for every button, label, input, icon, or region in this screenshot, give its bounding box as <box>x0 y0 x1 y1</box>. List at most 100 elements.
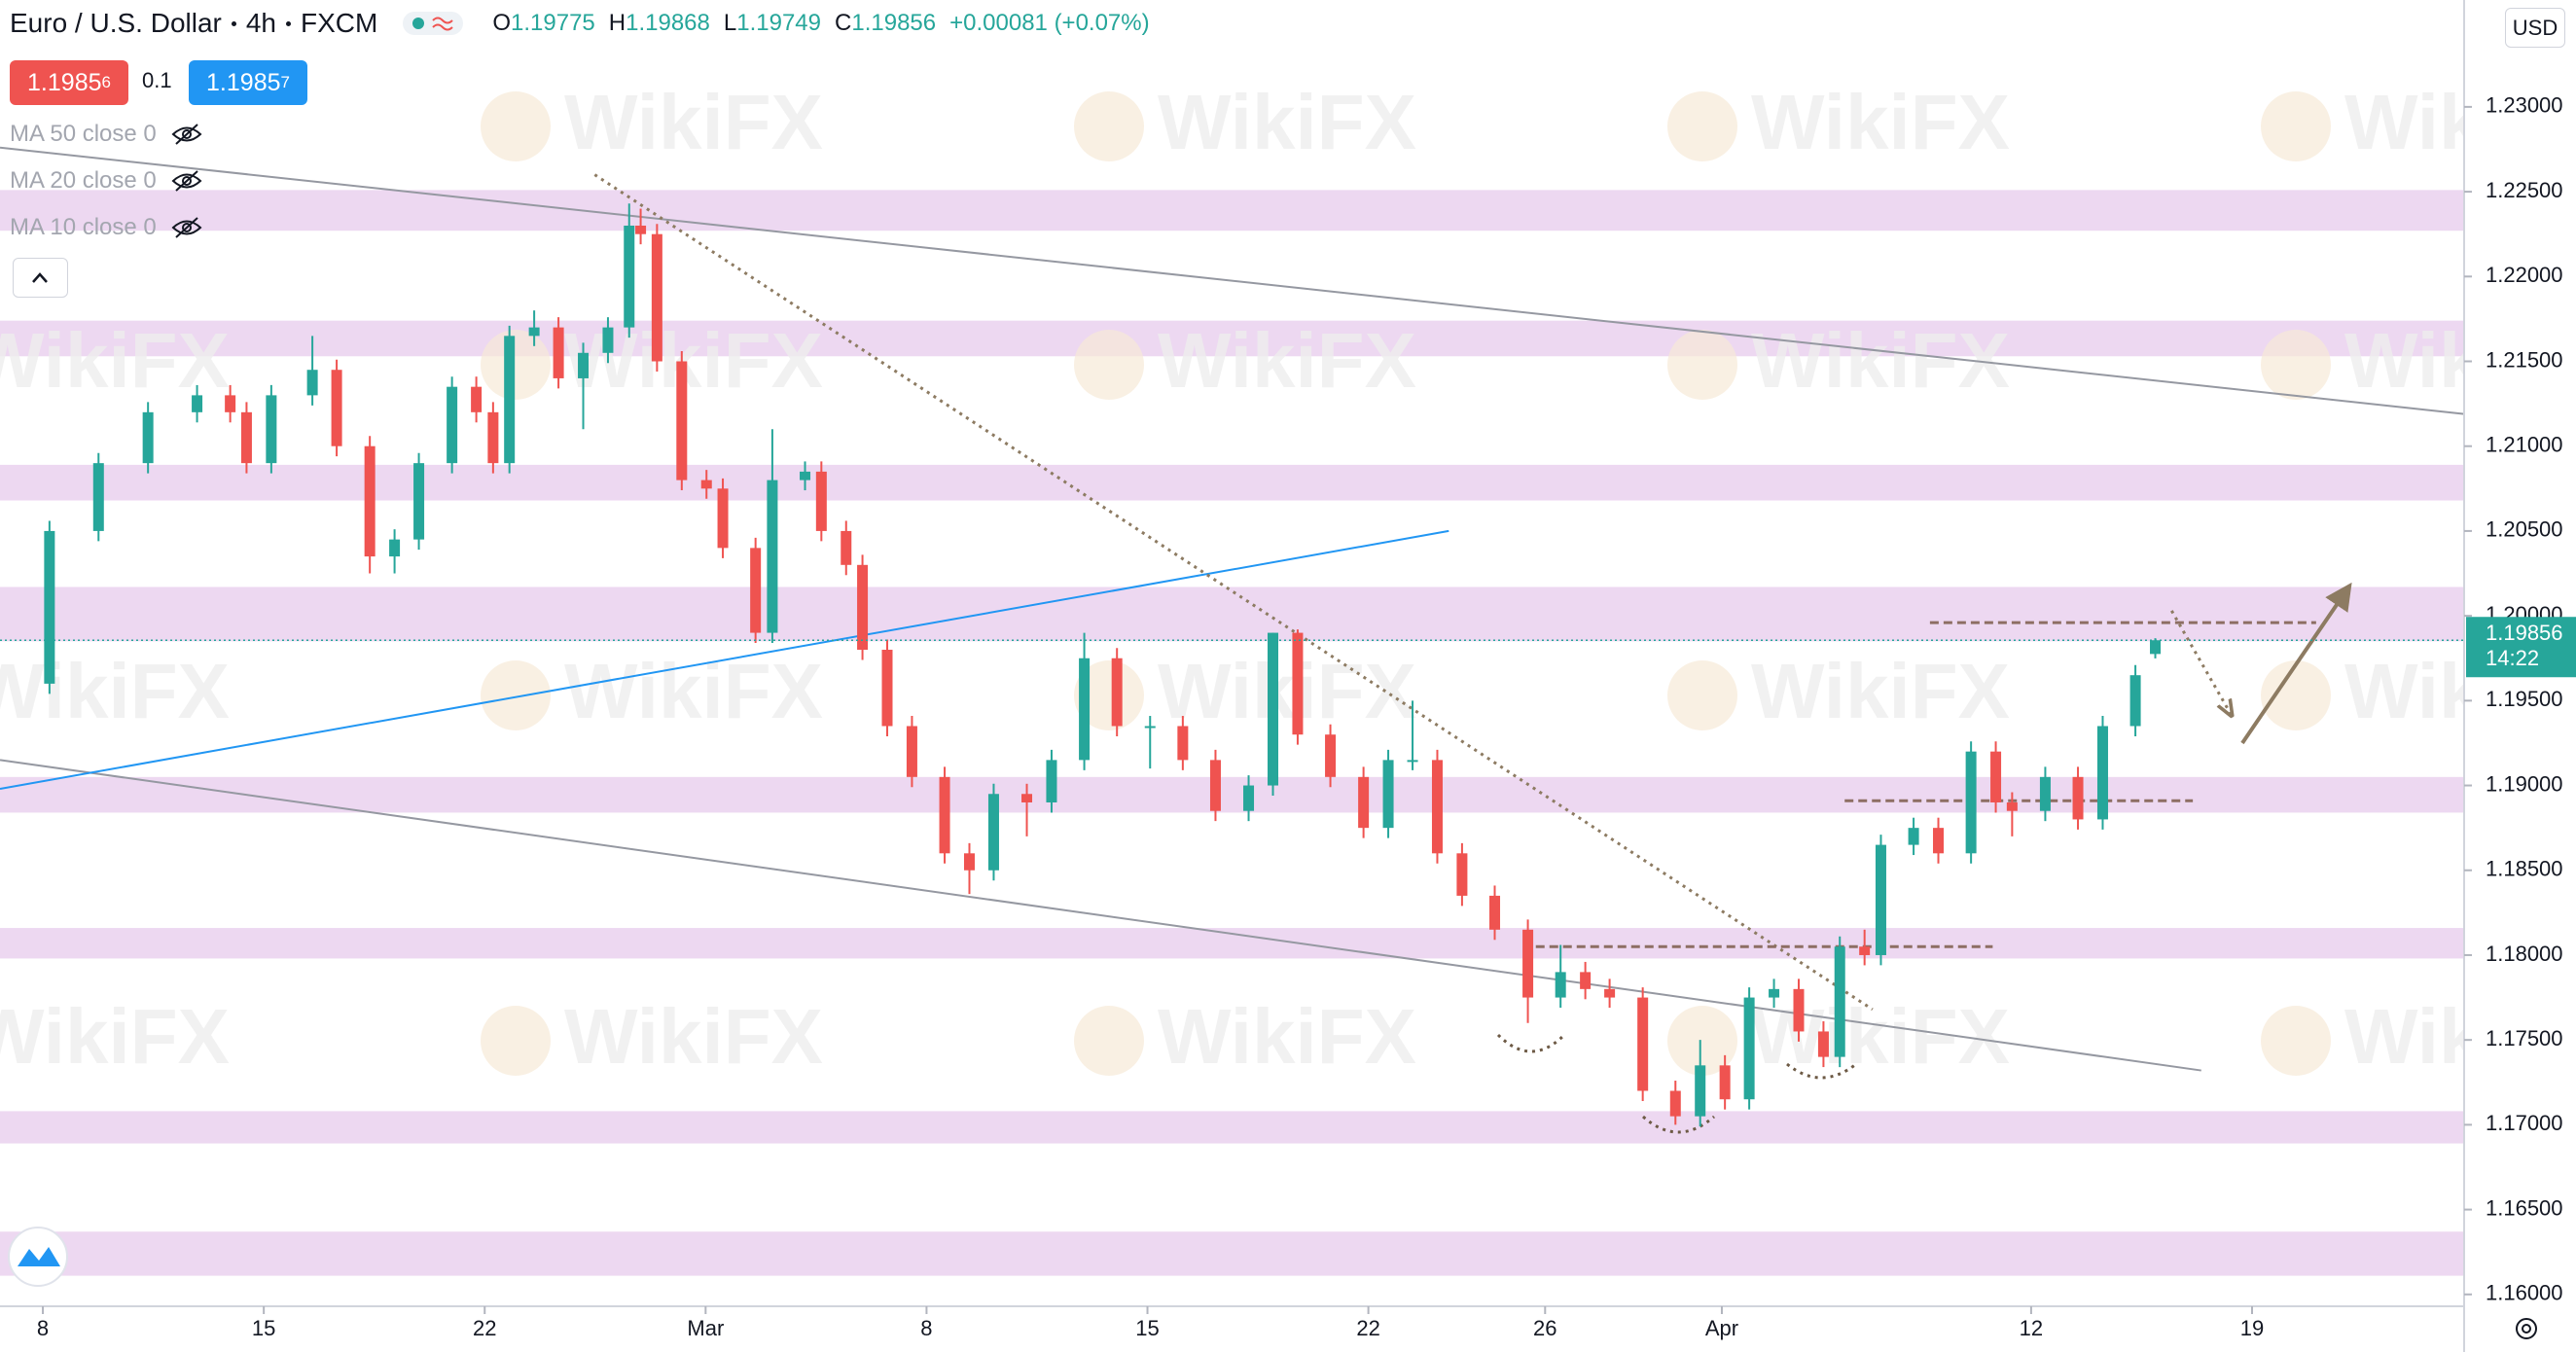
indicator-label[interactable]: MA 20 close 0 <box>10 167 157 194</box>
watermark: WikiFX <box>0 317 230 404</box>
candle-body <box>906 726 917 777</box>
candle-body <box>266 395 277 464</box>
indicator-label[interactable]: MA 50 close 0 <box>10 121 157 147</box>
sell-button[interactable]: 1.1985 6 <box>10 60 128 105</box>
candle-body <box>1021 794 1033 802</box>
ohlc-value: 1.19856 <box>851 10 937 36</box>
y-tick-label: 1.17500 <box>2486 1026 2563 1050</box>
buy-button[interactable]: 1.1985 7 <box>189 60 307 105</box>
watermark-logo <box>1074 330 1144 400</box>
candle-body <box>1456 853 1468 896</box>
head-arc <box>1642 1115 1715 1134</box>
x-tick-label: 8 <box>37 1316 49 1340</box>
candle-body <box>1859 946 1871 955</box>
zone <box>0 776 2464 813</box>
candle-body <box>578 352 590 378</box>
x-tick-label: Apr <box>1705 1316 1738 1340</box>
x-tick-label: 22 <box>473 1316 496 1340</box>
candle-body <box>44 530 55 684</box>
collapse-button[interactable] <box>13 258 68 298</box>
candle-body <box>528 327 540 337</box>
interval[interactable]: 4h <box>245 8 277 38</box>
indicator[interactable]: MA 50 close 0 <box>10 121 203 148</box>
countdown-label: 14:22 <box>2486 646 2539 670</box>
candle-body <box>700 480 712 489</box>
currency-button[interactable]: USD <box>2505 8 2565 48</box>
y-tick-label: 1.23000 <box>2486 93 2563 118</box>
gear-center[interactable] <box>2522 1324 2531 1334</box>
indicator-label[interactable]: MA 10 close 0 <box>10 214 157 240</box>
y-tick-label: 1.16000 <box>2486 1281 2563 1305</box>
shoulder-arc <box>1496 1033 1566 1053</box>
hidden-eye-icon[interactable] <box>170 215 203 240</box>
candle-body <box>750 548 762 633</box>
watermark-logo <box>2261 91 2331 161</box>
candle-body <box>1555 972 1566 998</box>
candle-body <box>1243 785 1255 811</box>
candle-body <box>1407 760 1418 763</box>
watermark: WikiFX <box>1751 79 2010 165</box>
indicator[interactable]: MA 20 close 0 <box>10 167 203 195</box>
candle-body <box>1489 895 1501 930</box>
watermark: WikiFX <box>564 648 823 734</box>
zone <box>0 587 2464 642</box>
change: +0.00081 (+0.07%) <box>949 10 1150 36</box>
time-axis-bg <box>0 1306 2576 1352</box>
sell-pip[interactable]: 6 <box>101 73 111 91</box>
drawing-line <box>0 529 1449 791</box>
watermark-logo <box>481 91 551 161</box>
candle-body <box>2039 776 2051 811</box>
indicator[interactable]: MA 10 close 0 <box>10 214 203 241</box>
candle-body <box>471 386 483 412</box>
candle-body <box>624 225 635 328</box>
ohlc-label: H <box>608 10 626 36</box>
candle-body <box>1719 1065 1731 1100</box>
candle-body <box>1669 1090 1681 1117</box>
buy-price[interactable]: 1.1985 <box>206 68 281 96</box>
watermark-logo <box>1667 1006 1737 1076</box>
candle-body <box>987 794 999 871</box>
y-tick-label: 1.19500 <box>2486 687 2563 711</box>
candle-body <box>306 370 318 396</box>
candle-body <box>1358 776 1370 829</box>
watermark: WikiFX <box>564 79 823 165</box>
x-tick-label: 15 <box>1135 1316 1159 1340</box>
chevron[interactable] <box>14 259 67 297</box>
buy-pip[interactable]: 7 <box>280 73 290 91</box>
watermark-logo <box>1667 330 1737 400</box>
wave-icon <box>432 17 454 31</box>
hidden-eye-icon[interactable] <box>170 168 203 194</box>
candle-body <box>857 564 869 651</box>
zone <box>0 1111 2464 1144</box>
watermark-logo <box>2261 1006 2331 1076</box>
watermark-logo <box>1667 91 1737 161</box>
candle-body <box>1769 988 1780 998</box>
candle-body <box>331 370 342 446</box>
watermark: WikiFX <box>1158 993 1416 1080</box>
settings-icon[interactable] <box>2516 1318 2537 1339</box>
candle-body <box>1325 734 1337 777</box>
x-tick-label: 26 <box>1533 1316 1556 1340</box>
hidden-eye-icon[interactable] <box>170 122 203 147</box>
y-tick-label: 1.19000 <box>2486 771 2563 796</box>
candle-body <box>602 327 614 353</box>
y-tick-label: 1.18500 <box>2486 857 2563 881</box>
watermark: WikiFX <box>564 993 823 1080</box>
status-pill[interactable] <box>403 12 464 35</box>
candle-body <box>2072 776 2084 820</box>
gear[interactable] <box>2516 1318 2537 1339</box>
sell-price[interactable]: 1.1985 <box>27 68 102 96</box>
y-tick-label: 1.22000 <box>2486 263 2563 287</box>
watermark: WikiFX <box>1158 317 1416 404</box>
candle-body <box>1834 946 1845 1057</box>
drawing-line <box>593 173 1874 1012</box>
x-tick-label: Mar <box>687 1316 724 1340</box>
watermark-logo <box>2261 660 2331 730</box>
x-tick-label: 19 <box>2240 1316 2264 1340</box>
candle-body <box>1990 751 2002 802</box>
zone <box>0 1231 2464 1276</box>
candle-body <box>142 411 154 464</box>
watermark-logo <box>1074 660 1144 730</box>
